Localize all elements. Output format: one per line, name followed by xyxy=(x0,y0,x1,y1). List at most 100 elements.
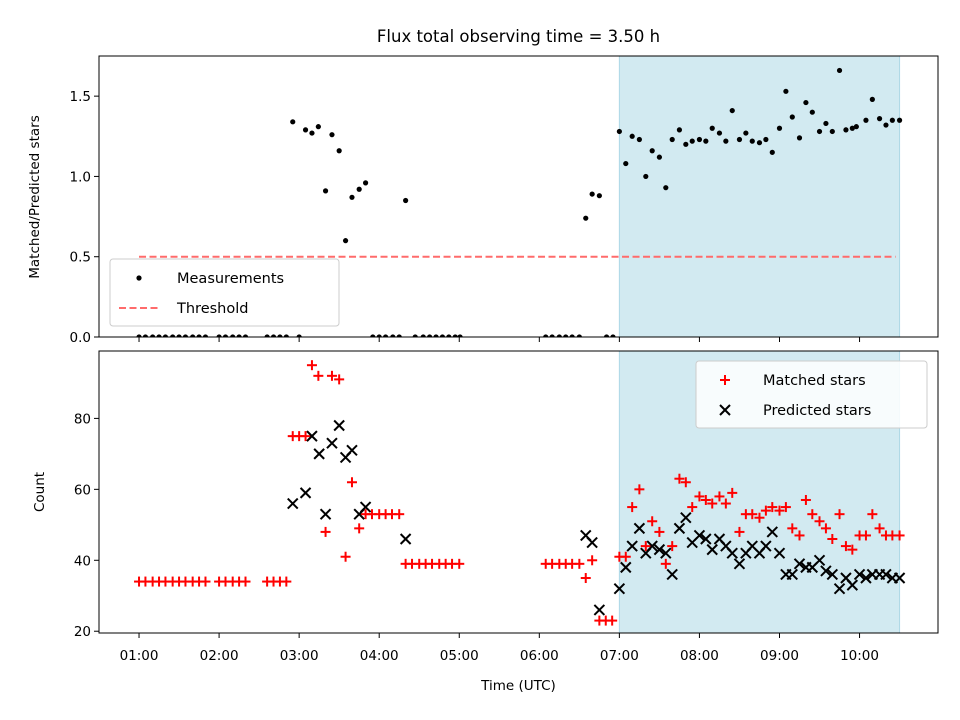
measurement-point xyxy=(869,96,875,102)
measurement-point xyxy=(783,88,789,94)
y-tick-label: 0.0 xyxy=(70,330,91,346)
matched-star-marker xyxy=(340,551,351,562)
x-b xyxy=(760,540,772,552)
matched-star-marker xyxy=(847,544,858,555)
measurement-point xyxy=(749,138,755,144)
x-b xyxy=(593,604,606,616)
x-b xyxy=(299,487,312,499)
legend-label-threshold: Threshold xyxy=(176,301,248,317)
shaded-interval xyxy=(618,55,901,338)
measurement-point xyxy=(142,334,149,337)
matched-star-marker xyxy=(634,484,645,495)
x-b xyxy=(653,543,666,556)
matched-star-marker xyxy=(326,370,337,381)
x-b xyxy=(333,419,345,432)
x-tick-label: 10:00 xyxy=(840,648,879,664)
x-b xyxy=(720,540,732,552)
x-b xyxy=(846,579,859,591)
measurement-point xyxy=(569,334,575,337)
measurement-point xyxy=(549,334,555,337)
matched-star-marker xyxy=(346,477,357,488)
matched-star-marker xyxy=(240,576,251,587)
measurement-point xyxy=(853,124,859,130)
measurement-point xyxy=(356,186,362,192)
x-b xyxy=(880,568,892,581)
matched-star-marker xyxy=(640,541,651,552)
x-b xyxy=(326,437,338,449)
measurement-point xyxy=(370,334,376,337)
measurement-point xyxy=(342,238,349,244)
matched-star-marker xyxy=(794,530,805,541)
x-tick-label: 09:00 xyxy=(760,648,799,664)
measurement-point xyxy=(329,132,335,138)
predicted-star-marker xyxy=(726,547,738,559)
measurement-point xyxy=(643,173,649,180)
predicted-star-marker xyxy=(773,547,786,559)
matched-star-marker xyxy=(747,509,758,520)
measurement-point xyxy=(696,136,703,143)
matched-star-marker xyxy=(707,498,718,509)
measurement-point xyxy=(849,125,855,131)
predicted-star-marker xyxy=(313,448,325,460)
x-b xyxy=(706,543,718,556)
measurement-point xyxy=(439,334,446,337)
matched-star-marker xyxy=(580,573,591,584)
x-tick-label: 06:00 xyxy=(520,648,559,664)
matched-star-marker xyxy=(694,491,705,502)
matched-star-marker xyxy=(627,502,638,513)
measurement-point xyxy=(716,130,723,136)
measurement-point xyxy=(396,334,402,337)
measurement-point xyxy=(743,130,749,136)
matched-star-marker xyxy=(313,370,324,381)
matched-star-marker xyxy=(720,498,731,509)
legend: Measurements Threshold xyxy=(109,258,340,327)
legend-label-measurements: Measurements xyxy=(177,271,284,287)
matched-star-marker xyxy=(281,576,292,587)
matched-star-marker xyxy=(354,523,365,534)
measurement-point xyxy=(283,334,289,337)
matched-star-marker xyxy=(334,374,345,385)
measurement-point xyxy=(610,334,616,337)
measurement-point xyxy=(843,127,849,133)
x-tick-label: 01:00 xyxy=(120,648,159,664)
predicted-star-marker xyxy=(399,533,412,545)
measurement-point xyxy=(543,334,549,337)
measurement-point xyxy=(596,193,602,199)
measurement-point xyxy=(796,135,803,141)
measurement-point xyxy=(563,334,569,337)
x-b xyxy=(586,536,598,549)
measurement-point xyxy=(876,116,883,122)
x-b xyxy=(793,558,806,570)
matched-star-marker xyxy=(200,576,211,587)
measurement-point xyxy=(296,334,302,337)
x-b xyxy=(660,547,672,559)
measurement-point xyxy=(315,124,321,130)
x-b xyxy=(666,568,678,581)
x-b xyxy=(853,568,866,581)
plot-area xyxy=(134,360,906,626)
matched-star-marker xyxy=(687,502,698,513)
matched-star-marker xyxy=(714,491,725,502)
top-y-axis-label: Matched/Predicted stars xyxy=(27,115,43,278)
matched-star-marker xyxy=(774,505,785,516)
chart-title: Flux total observing time = 3.50 h xyxy=(377,27,660,46)
matched-star-marker xyxy=(807,509,818,520)
matched-star-marker xyxy=(874,523,885,534)
measurement-point xyxy=(176,334,182,337)
matched-star-marker xyxy=(827,534,838,544)
legend-label-predicted: Predicted stars xyxy=(763,403,871,419)
top-panel: 0.0 0.5 1.0 1.5 Measurements Threshold xyxy=(70,55,939,346)
predicted-star-marker xyxy=(626,540,638,552)
x-b xyxy=(840,572,852,584)
measurement-point xyxy=(349,194,355,200)
measurement-point xyxy=(729,107,735,114)
y-tick-label: 0.5 xyxy=(70,250,91,266)
predicted-star-marker xyxy=(287,497,299,510)
measurement-point xyxy=(689,138,695,144)
measurement-point xyxy=(162,334,169,337)
measurement-point xyxy=(202,334,209,337)
measurement-point xyxy=(290,119,296,125)
predicted-star-marker xyxy=(646,540,658,552)
predicted-star-marker xyxy=(306,430,318,442)
matched-star-marker xyxy=(647,516,658,527)
